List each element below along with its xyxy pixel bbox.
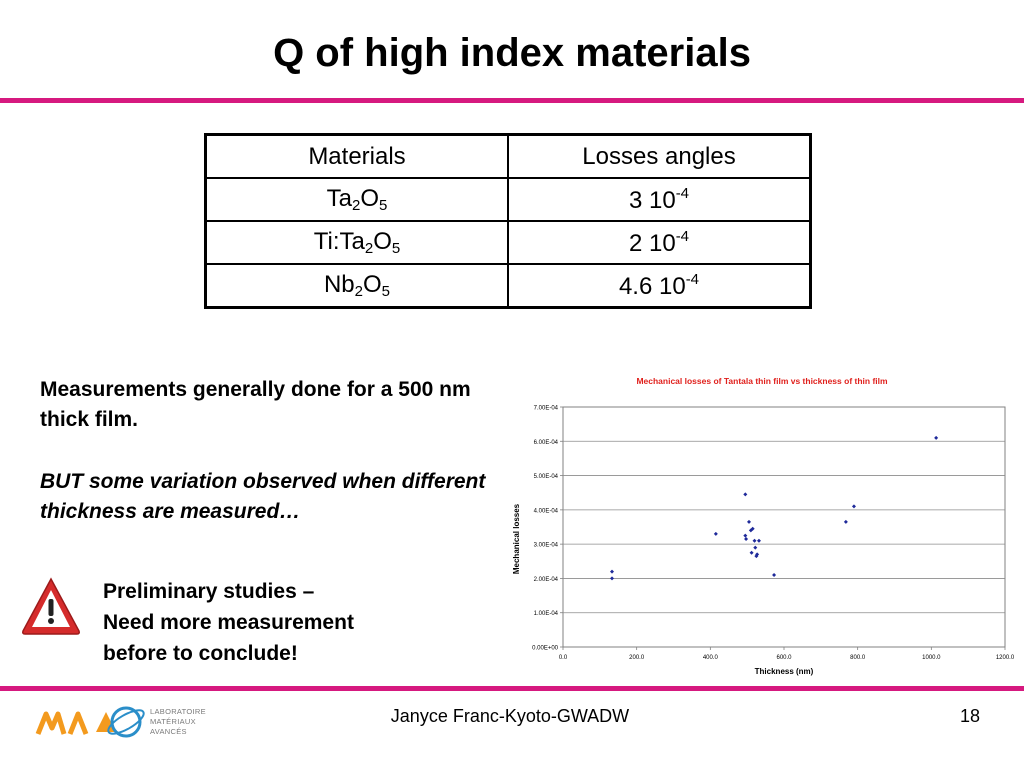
header-materials: Materials xyxy=(204,133,509,179)
lab-line-2: MATÉRIAUX xyxy=(150,717,196,726)
chart-y-tick-label: 5.00E-04 xyxy=(534,474,559,480)
preliminary-note: Preliminary studies – Need more measurem… xyxy=(103,580,354,665)
chart-x-tick-label: 0.0 xyxy=(559,655,568,661)
page-number: 18 xyxy=(959,706,980,726)
variation-text: BUT some variation observed when differe… xyxy=(40,470,486,523)
chart-point xyxy=(744,537,749,541)
chart-title: Mechanical losses of Tantala thin film v… xyxy=(636,376,888,386)
table-row: Ta2O5 3 10-4 xyxy=(204,177,812,222)
chart-point xyxy=(755,552,760,557)
chart-point xyxy=(609,569,614,574)
loss-cell: 3 10-4 xyxy=(507,177,812,222)
chart-y-tick-label: 0.00E+00 xyxy=(532,646,559,652)
chart-y-tick-label: 7.00E-04 xyxy=(534,406,559,412)
scatter-chart: Mechanical losses of Tantala thin film v… xyxy=(512,376,1015,676)
measurements-text: Measurements generally done for a 500 nm… xyxy=(40,378,471,431)
chart-point xyxy=(772,573,777,577)
top-divider xyxy=(0,98,1024,103)
material-cell: Ta2O5 xyxy=(204,177,509,222)
material-cell: Ti:Ta2O5 xyxy=(204,220,509,265)
chart-point xyxy=(754,554,759,559)
chart-point xyxy=(750,526,755,531)
chart-point xyxy=(756,538,761,543)
chart-point xyxy=(843,519,848,524)
losses-table: Materials Losses angles Ta2O5 3 10-4 Ti:… xyxy=(204,133,812,309)
chart-point xyxy=(752,538,757,543)
footer-author: Janyce Franc-Kyoto-GWADW xyxy=(390,706,630,726)
chart-point xyxy=(753,545,758,550)
lab-line-1: LABORATOIRE xyxy=(150,707,206,716)
chart-x-tick-label: 800.0 xyxy=(850,655,866,661)
table-row: Nb2O5 4.6 10-4 xyxy=(204,263,812,309)
chart-y-tick-label: 3.00E-04 xyxy=(534,543,559,549)
chart-point xyxy=(743,533,748,538)
chart-y-tick-label: 2.00E-04 xyxy=(534,577,559,583)
chart-x-tick-label: 200.0 xyxy=(629,655,645,661)
chart-y-tick-label: 1.00E-04 xyxy=(534,611,559,617)
loss-cell: 4.6 10-4 xyxy=(507,263,812,309)
slide-title: Q of high index materials xyxy=(273,31,751,75)
warning-icon xyxy=(22,577,80,635)
lab-line-3: AVANCÉS xyxy=(150,727,187,736)
table-header-row: Materials Losses angles xyxy=(204,133,812,179)
chart-x-axis-label: Thickness (nm) xyxy=(755,667,814,676)
chart-y-tick-label: 4.00E-04 xyxy=(534,508,559,514)
bottom-divider xyxy=(0,686,1024,691)
chart-point xyxy=(749,550,754,555)
chart-point xyxy=(713,531,718,536)
chart-y-tick-label: 6.00E-04 xyxy=(534,440,559,446)
chart-x-tick-label: 1200.0 xyxy=(996,655,1015,661)
chart-point xyxy=(934,435,939,440)
chart-x-tick-label: 1000.0 xyxy=(922,655,941,661)
chart-point xyxy=(743,492,748,497)
chart-x-tick-label: 400.0 xyxy=(703,655,719,661)
chart-point xyxy=(851,504,856,509)
material-cell: Nb2O5 xyxy=(204,263,509,309)
table-row: Ti:Ta2O5 2 10-4 xyxy=(204,220,812,265)
chart-point xyxy=(747,519,752,524)
chart-point xyxy=(609,576,614,581)
chart-x-tick-label: 600.0 xyxy=(776,655,792,661)
loss-cell: 2 10-4 xyxy=(507,220,812,265)
lma-logo: LABORATOIRE MATÉRIAUX AVANCÉS xyxy=(35,706,206,738)
header-losses-angles: Losses angles xyxy=(507,133,812,179)
chart-y-axis-label: Mechanical losses xyxy=(512,503,521,574)
chart-plot-area xyxy=(562,406,1006,648)
